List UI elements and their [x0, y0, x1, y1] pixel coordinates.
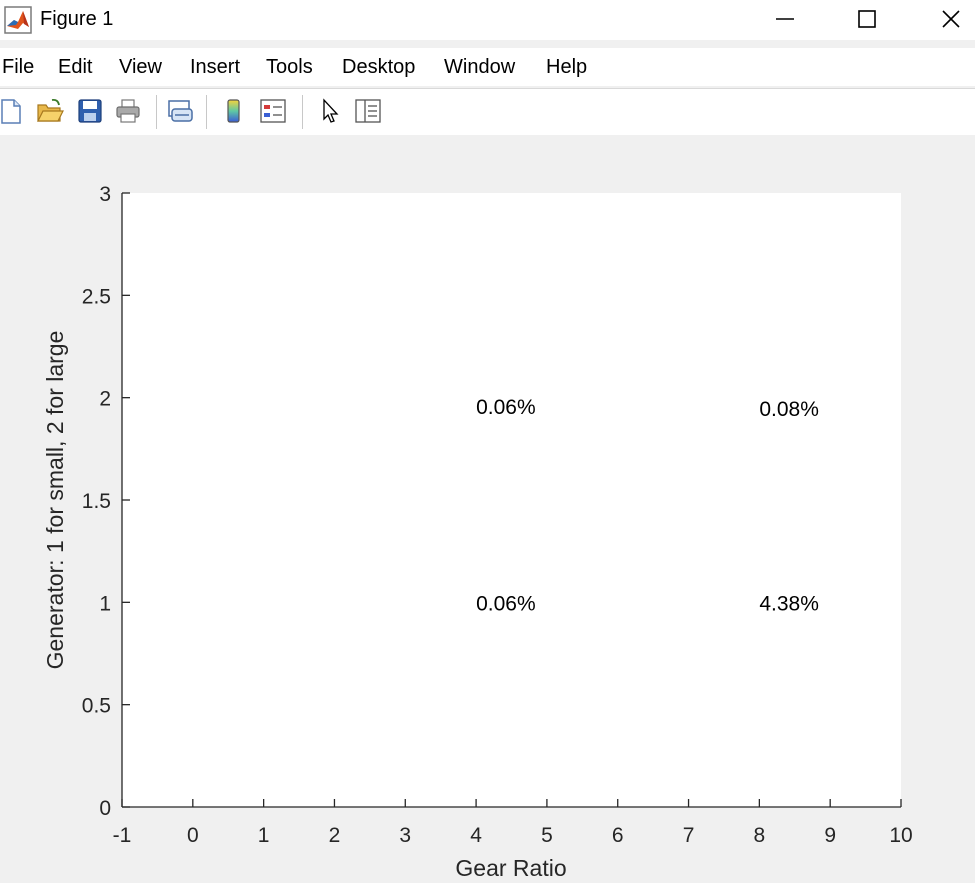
- figure-canvas: -1 0 1 2 3 4 5 6 7 8 9 10 0 0.5 1 1.5 2 2.5 3 0.06% 0.08% 0…: [0, 135, 975, 883]
- x-tick-label: 6: [612, 824, 624, 847]
- link-plot-icon: [166, 97, 194, 125]
- x-tick-label: 8: [754, 824, 766, 847]
- open-file-button[interactable]: [34, 95, 66, 127]
- link-plot-button[interactable]: [164, 95, 196, 127]
- menu-desktop[interactable]: Desktop: [342, 56, 415, 79]
- new-figure-icon: [0, 97, 24, 125]
- close-button[interactable]: [922, 0, 975, 40]
- matlab-logo-icon: [4, 6, 32, 34]
- maximize-button[interactable]: [838, 0, 896, 40]
- annotation-label: 0.06%: [476, 592, 536, 615]
- toolbar-separator: [156, 95, 157, 129]
- y-tick-label: 2.5: [82, 285, 111, 308]
- toolbar-separator: [206, 95, 207, 129]
- menu-file[interactable]: File: [2, 56, 34, 79]
- edit-plot-pointer-icon: [316, 97, 344, 125]
- axes-background: [122, 193, 901, 807]
- x-tick-label: -1: [113, 824, 132, 847]
- window-title: Figure 1: [40, 8, 113, 31]
- property-inspector-icon: [354, 97, 382, 125]
- toolbar: [0, 88, 975, 136]
- annotation-label: 0.08%: [759, 398, 819, 421]
- save-button[interactable]: [74, 95, 106, 127]
- x-tick-label: 7: [683, 824, 695, 847]
- colorbar-icon: [220, 97, 248, 125]
- x-tick-label: 4: [470, 824, 482, 847]
- y-tick-label: 1: [99, 592, 111, 615]
- plot-svg[interactable]: -1 0 1 2 3 4 5 6 7 8 9 10 00.511.522.53 0.06% 0.08%0…: [0, 135, 975, 883]
- menu-view[interactable]: View: [119, 56, 162, 79]
- y-axis-label: Generator: 1 for small, 2 for large: [42, 331, 68, 670]
- menu-insert[interactable]: Insert: [190, 56, 240, 79]
- legend-icon: [259, 97, 287, 125]
- x-tick-label: 0: [187, 824, 199, 847]
- property-inspector-button[interactable]: [352, 95, 384, 127]
- insert-colorbar-button[interactable]: [218, 95, 250, 127]
- menu-edit[interactable]: Edit: [58, 56, 92, 79]
- open-file-icon: [36, 97, 64, 125]
- y-tick-label: 2: [99, 388, 111, 411]
- x-axis-label: Gear Ratio: [455, 855, 566, 881]
- edit-plot-button[interactable]: [314, 95, 346, 127]
- x-tick-label: 2: [329, 824, 341, 847]
- y-tick-label: 1.5: [82, 490, 111, 513]
- x-tick-label: 5: [541, 824, 553, 847]
- close-icon: [941, 10, 961, 30]
- minimize-icon: [775, 10, 795, 30]
- toolbar-separator: [302, 95, 303, 129]
- print-icon: [114, 97, 142, 125]
- print-button[interactable]: [112, 95, 144, 127]
- x-tick-label: 1: [258, 824, 270, 847]
- insert-legend-button[interactable]: [257, 95, 289, 127]
- annotation-label: 0.06%: [476, 396, 536, 419]
- title-bar: Figure 1: [0, 0, 975, 40]
- new-figure-button[interactable]: [0, 95, 26, 127]
- x-tick-label: 9: [824, 824, 836, 847]
- x-tick-label: 10: [889, 824, 912, 847]
- y-tick-label: 3: [99, 183, 111, 206]
- minimize-button[interactable]: [756, 0, 814, 40]
- menu-bar: File Edit View Insert Tools Desktop Wind…: [0, 48, 975, 86]
- y-tick-label: 0: [99, 797, 111, 820]
- y-tick-label: 0.5: [82, 695, 111, 718]
- menu-tools[interactable]: Tools: [266, 56, 313, 79]
- annotation-label: 4.38%: [759, 592, 819, 615]
- menu-window[interactable]: Window: [444, 56, 515, 79]
- maximize-icon: [857, 10, 877, 30]
- x-tick-label: 3: [399, 824, 411, 847]
- menu-help[interactable]: Help: [546, 56, 587, 79]
- save-icon: [76, 97, 104, 125]
